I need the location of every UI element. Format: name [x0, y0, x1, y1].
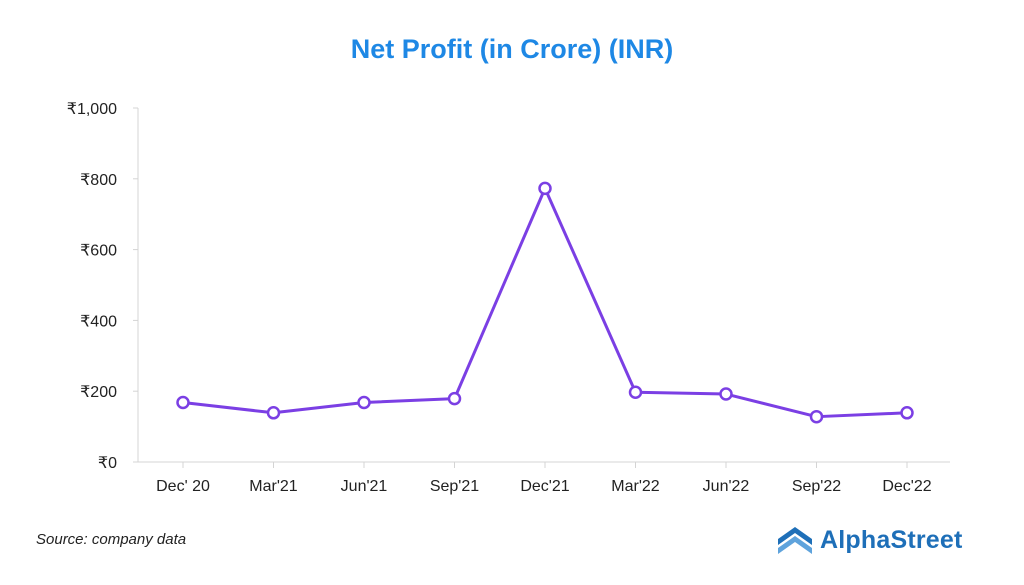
x-tick-label: Mar'22 [611, 478, 660, 495]
data-point[interactable] [628, 385, 643, 400]
x-tick-label: Mar'21 [249, 478, 298, 495]
data-point[interactable] [809, 409, 824, 424]
x-tick-label: Dec'22 [882, 478, 931, 495]
alphastreet-chevron-logo-icon [778, 527, 812, 554]
data-point[interactable] [447, 391, 462, 406]
tick-labels: ₹0 ₹200 ₹400 ₹600 ₹800 ₹1,000 Dec' 20 Mar'21 Jun… [67, 101, 932, 495]
x-tick-label: Dec' 20 [156, 478, 210, 495]
data-point[interactable] [357, 395, 371, 410]
y-tick-label: ₹0 [98, 455, 117, 472]
data-point[interactable] [176, 395, 190, 410]
y-tick-label: ₹400 [80, 313, 117, 330]
y-tick-label: ₹1,000 [67, 101, 117, 118]
series [176, 181, 914, 424]
y-tick-label: ₹200 [80, 384, 117, 401]
x-tick-label: Sep'21 [430, 478, 479, 495]
data-point[interactable] [538, 181, 552, 196]
brand-logo[interactable]: AlphaStreet [778, 522, 963, 558]
brand-name: AlphaStreet [820, 525, 963, 554]
data-point[interactable] [900, 406, 914, 420]
x-tick-label: Jun'21 [341, 478, 388, 495]
source-note: Source: company data [36, 531, 187, 548]
axes [133, 107, 950, 468]
data-point[interactable] [266, 406, 281, 420]
series-line [182, 186, 908, 419]
y-tick-label: ₹800 [80, 172, 117, 189]
x-tick-label: Jun'22 [703, 478, 750, 495]
data-point[interactable] [719, 387, 733, 401]
x-tick-label: Dec'21 [520, 478, 569, 495]
chart-title: Net Profit (in Crore) (INR) [350, 34, 674, 64]
y-tick-label: ₹600 [80, 243, 117, 260]
x-tick-label: Sep'22 [792, 478, 841, 495]
